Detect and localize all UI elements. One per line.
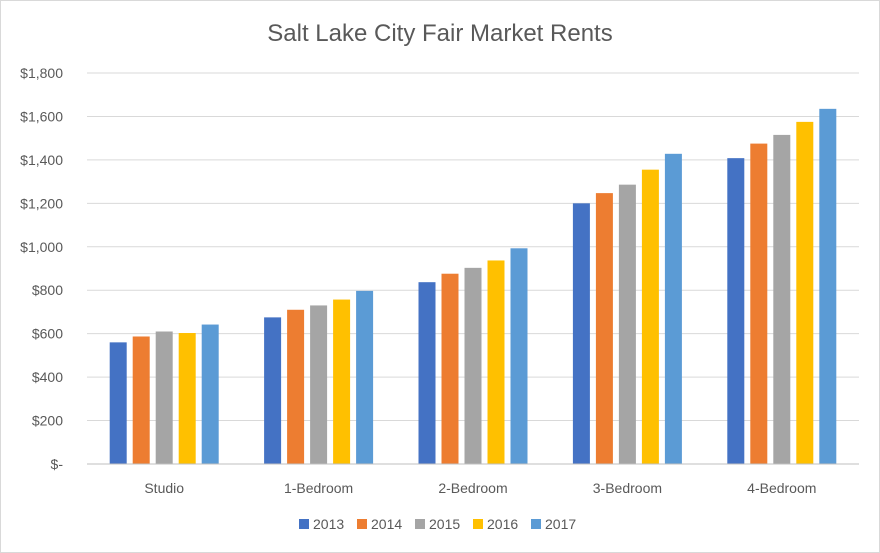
y-tick-label: $- [51, 456, 64, 472]
y-tick-label: $1,200 [20, 195, 63, 211]
legend-swatch [299, 519, 309, 529]
legend-label: 2017 [545, 516, 576, 532]
bar [750, 143, 768, 464]
y-tick-label: $400 [32, 369, 63, 385]
category-label: Studio [144, 480, 184, 496]
bar [487, 260, 505, 464]
category-label: 1-Bedroom [284, 480, 353, 496]
category-label: 2-Bedroom [438, 480, 507, 496]
bar [796, 121, 814, 464]
y-tick-label: $1,800 [20, 65, 63, 81]
legend-swatch [531, 519, 541, 529]
bar [641, 169, 659, 465]
legend-label: 2016 [487, 516, 518, 532]
bar [773, 134, 791, 465]
legend-label: 2015 [429, 516, 460, 532]
bar [618, 184, 636, 464]
legend-label: 2013 [313, 516, 344, 532]
legend: 2013 2014 2015 2016 2017 [299, 516, 576, 532]
bar [819, 108, 837, 464]
bar [441, 273, 459, 464]
category-label: 4-Bedroom [747, 480, 816, 496]
bar [310, 305, 328, 464]
bar [464, 267, 482, 464]
bars [109, 108, 837, 465]
category-label: 3-Bedroom [593, 480, 662, 496]
bar [201, 324, 219, 464]
y-tick-label: $1,000 [20, 239, 63, 255]
bar [572, 203, 590, 465]
y-tick-label: $200 [32, 413, 63, 429]
bar [264, 317, 282, 464]
bar [727, 158, 745, 464]
bar [664, 153, 682, 464]
bar [287, 309, 305, 464]
legend-label: 2014 [371, 516, 402, 532]
bar [356, 290, 374, 464]
legend-swatch [473, 519, 483, 529]
bar [178, 333, 196, 464]
bar [418, 282, 436, 464]
legend-swatch [415, 519, 425, 529]
chart-title: Salt Lake City Fair Market Rents [267, 20, 612, 47]
legend-swatch [357, 519, 367, 529]
y-axis-ticks: $- $200 $400 $600 $800 $1,000 $1,200 $1,400 $1,6… [20, 65, 63, 472]
category-labels: Studio 1-Bedroom 2-Bedroom 3-Bedroom 4-Bedro… [144, 480, 816, 496]
bar [595, 193, 613, 464]
y-tick-label: $800 [32, 282, 63, 298]
y-tick-label: $600 [32, 326, 63, 342]
y-tick-label: $1,600 [20, 108, 63, 124]
y-tick-label: $1,400 [20, 152, 63, 168]
bar [155, 331, 173, 464]
bar [510, 248, 528, 464]
bar [333, 299, 351, 464]
bar [132, 336, 150, 464]
bar [109, 342, 127, 464]
